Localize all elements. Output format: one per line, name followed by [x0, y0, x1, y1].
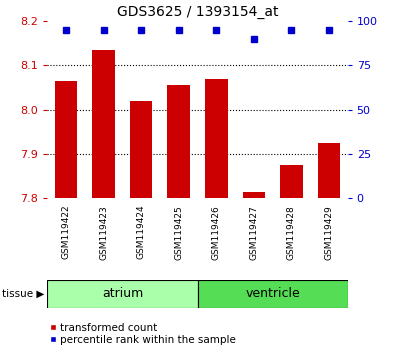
- Bar: [47, 280, 198, 308]
- Text: tissue ▶: tissue ▶: [2, 289, 44, 299]
- Legend: transformed count, percentile rank within the sample: transformed count, percentile rank withi…: [45, 318, 241, 349]
- Text: GSM119425: GSM119425: [174, 205, 183, 259]
- Text: GSM119423: GSM119423: [99, 205, 108, 259]
- Text: GSM119422: GSM119422: [62, 205, 71, 259]
- Bar: [198, 280, 348, 308]
- Text: GSM119424: GSM119424: [137, 205, 146, 259]
- Bar: [205, 79, 228, 198]
- Bar: [130, 101, 152, 198]
- Bar: [92, 50, 115, 198]
- Text: GSM119427: GSM119427: [249, 205, 258, 259]
- Title: GDS3625 / 1393154_at: GDS3625 / 1393154_at: [117, 5, 278, 19]
- Text: GSM119429: GSM119429: [324, 205, 333, 259]
- Text: GSM119428: GSM119428: [287, 205, 296, 259]
- Bar: [55, 81, 77, 198]
- Text: GSM119426: GSM119426: [212, 205, 221, 259]
- Text: atrium: atrium: [102, 287, 143, 300]
- Text: ventricle: ventricle: [245, 287, 300, 300]
- Bar: [167, 85, 190, 198]
- Bar: [318, 143, 340, 198]
- Bar: [280, 165, 303, 198]
- Bar: [243, 192, 265, 198]
